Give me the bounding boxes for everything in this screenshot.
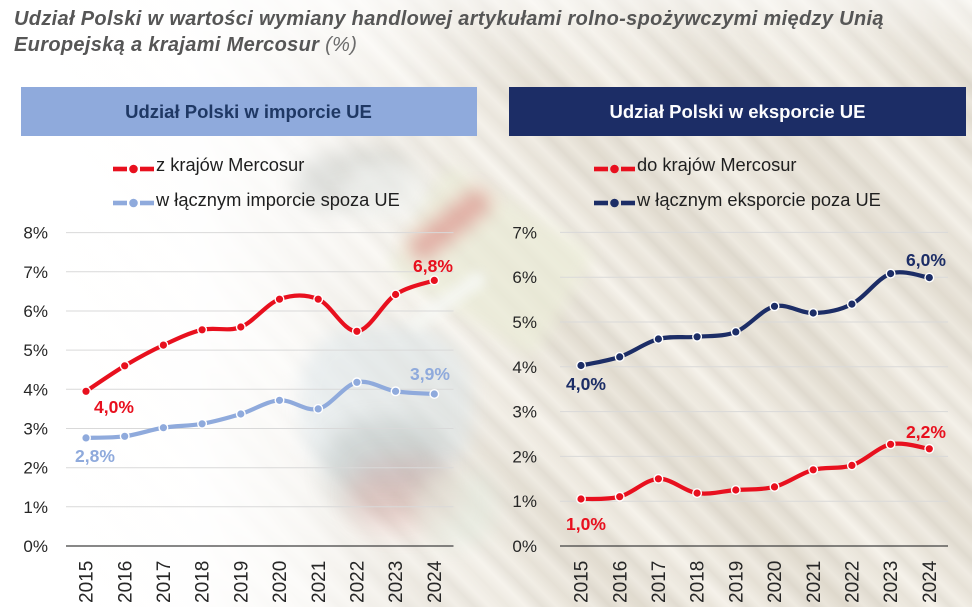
svg-text:6%: 6% — [512, 268, 537, 287]
svg-text:2%: 2% — [512, 447, 537, 466]
svg-text:5%: 5% — [512, 313, 537, 332]
svg-text:7%: 7% — [512, 223, 537, 242]
svg-text:2017: 2017 — [649, 561, 670, 603]
svg-text:6%: 6% — [23, 302, 48, 321]
svg-text:8%: 8% — [23, 224, 48, 243]
svg-text:2020: 2020 — [270, 561, 291, 603]
svg-text:2019: 2019 — [726, 561, 747, 603]
svg-text:2024: 2024 — [425, 560, 446, 603]
svg-text:0%: 0% — [512, 537, 537, 556]
svg-text:2016: 2016 — [115, 561, 136, 603]
svg-text:4%: 4% — [23, 380, 48, 399]
svg-text:2%: 2% — [23, 459, 48, 478]
svg-text:2017: 2017 — [154, 561, 175, 603]
svg-text:2024: 2024 — [920, 560, 941, 603]
svg-text:2015: 2015 — [77, 561, 98, 603]
svg-text:3%: 3% — [512, 403, 537, 422]
svg-text:5%: 5% — [23, 341, 48, 360]
svg-text:2020: 2020 — [765, 561, 786, 603]
svg-text:0%: 0% — [23, 537, 48, 556]
svg-text:4%: 4% — [512, 358, 537, 377]
svg-text:2019: 2019 — [231, 561, 252, 603]
svg-text:2015: 2015 — [572, 561, 593, 603]
svg-text:7%: 7% — [23, 263, 48, 282]
svg-text:1%: 1% — [23, 498, 48, 517]
svg-text:2016: 2016 — [610, 561, 631, 603]
svg-text:1%: 1% — [512, 492, 537, 511]
svg-text:2022: 2022 — [843, 561, 864, 603]
svg-text:2021: 2021 — [309, 561, 330, 603]
svg-text:3%: 3% — [23, 420, 48, 439]
svg-text:2018: 2018 — [688, 561, 709, 603]
svg-text:2022: 2022 — [348, 561, 369, 603]
svg-text:2023: 2023 — [386, 561, 407, 603]
svg-text:2023: 2023 — [881, 561, 902, 603]
svg-text:2018: 2018 — [193, 561, 214, 603]
svg-text:2021: 2021 — [804, 561, 825, 603]
